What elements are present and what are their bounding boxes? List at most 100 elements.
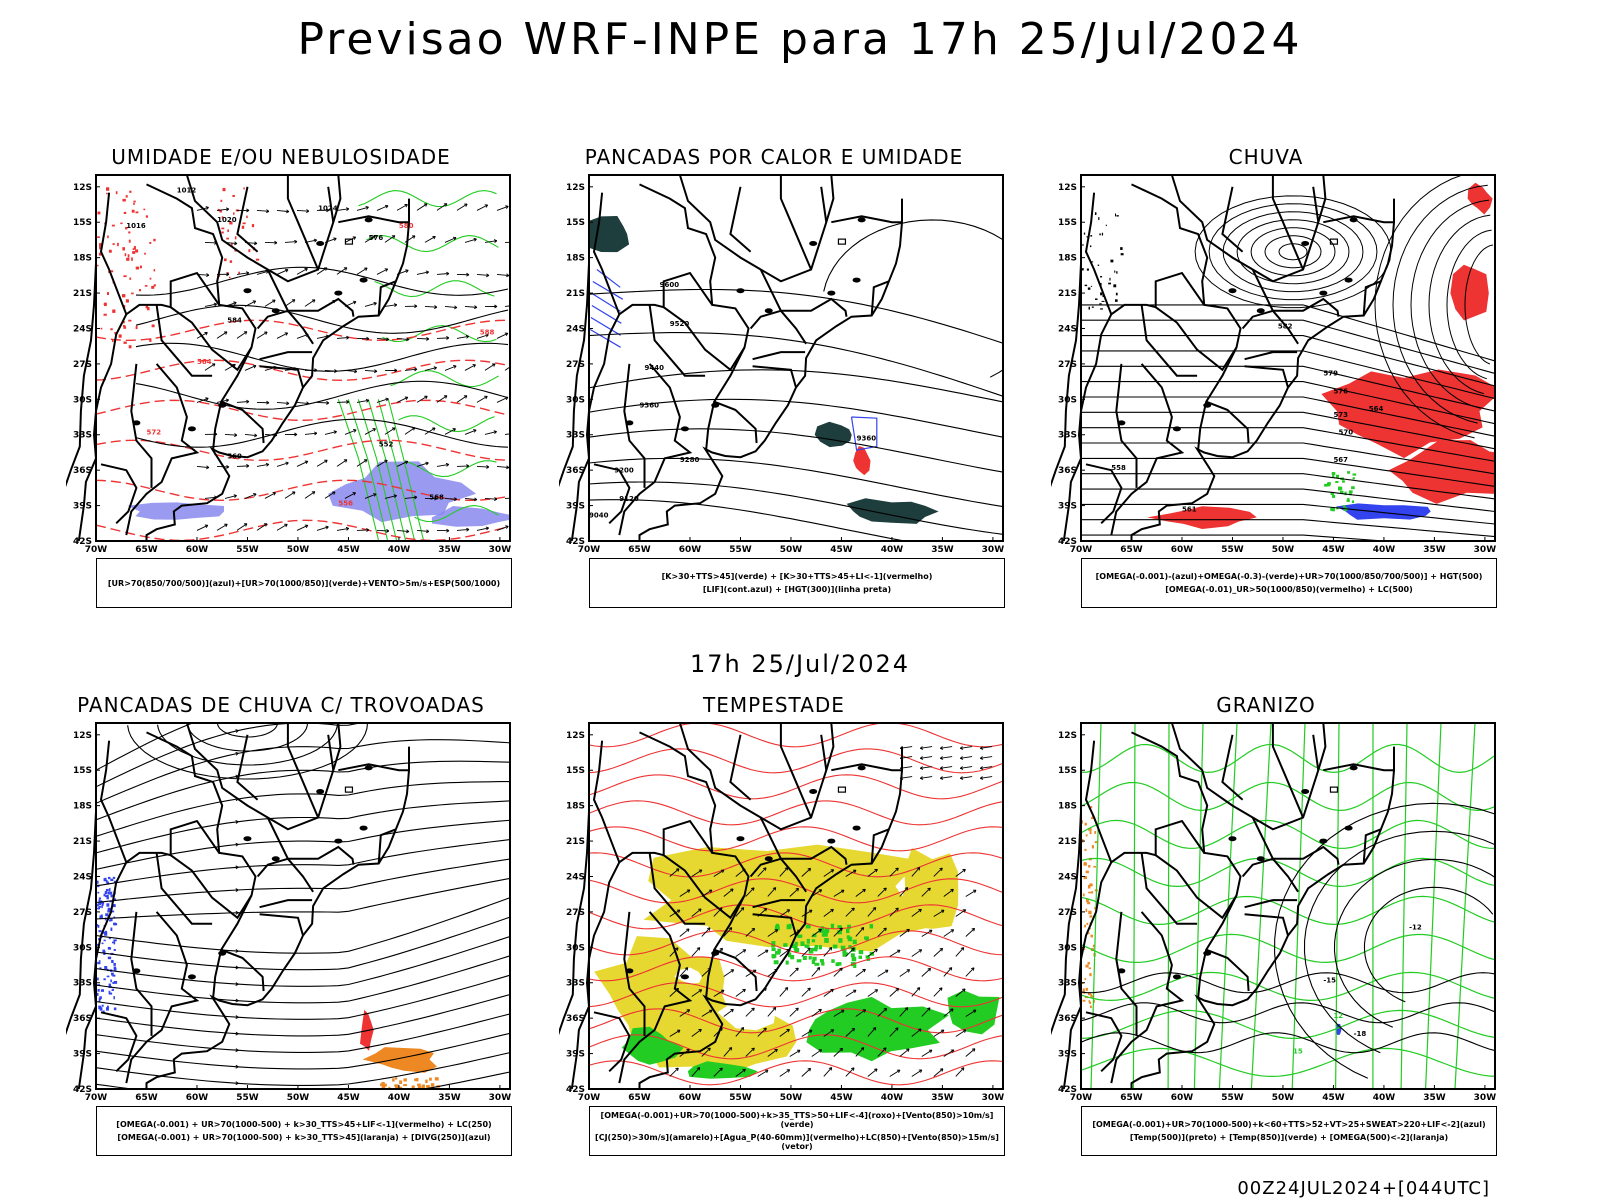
wind-vector xyxy=(436,463,449,467)
wind-vector xyxy=(476,204,488,211)
wind-vector-head xyxy=(386,337,390,342)
lake-marker xyxy=(711,950,720,956)
wind-vector xyxy=(476,334,489,339)
divergence-blue-speckle xyxy=(101,905,103,909)
wind-vector-head xyxy=(294,432,298,437)
lake-marker xyxy=(711,402,720,408)
convective-area-red xyxy=(853,446,871,476)
wind-vector-head xyxy=(852,989,857,994)
wind-vector-head xyxy=(686,1009,691,1013)
thunder-orange-speckle xyxy=(433,1092,435,1096)
wind-vector-head xyxy=(962,1029,967,1033)
wind850-green-speckle xyxy=(788,923,792,929)
lc-speckle xyxy=(1105,224,1107,227)
lc-speckle xyxy=(1095,298,1098,300)
thickness-speckle xyxy=(144,252,146,255)
thunder-orange-speckle xyxy=(403,1084,407,1087)
omega-orange-speckle xyxy=(1084,822,1087,826)
omega-orange-speckle xyxy=(1085,870,1089,874)
wind-vector xyxy=(745,928,755,937)
wind-vector xyxy=(745,887,755,897)
thickness-speckle xyxy=(251,224,255,228)
lake-marker xyxy=(809,240,818,246)
temp500-contour xyxy=(1081,1002,1495,1024)
wind-vector-head xyxy=(254,241,258,246)
wind-vector-head xyxy=(346,335,350,340)
wind-vector-head xyxy=(485,526,490,531)
wind-vector-head xyxy=(840,1009,845,1014)
contour-label: 573 xyxy=(1333,411,1348,419)
wind-vector-head xyxy=(786,909,791,913)
map-frame xyxy=(95,722,511,1090)
thickness-contour xyxy=(96,479,510,502)
wind-vector-head xyxy=(314,368,318,373)
lake-marker xyxy=(764,308,773,314)
lat-tick-label: 33S xyxy=(73,979,92,989)
rain-green-speckle xyxy=(1352,473,1357,476)
lat-tick-label: 12S xyxy=(1058,731,1077,741)
wind-vector xyxy=(779,987,789,997)
lon-tick-label: 35W xyxy=(931,1093,954,1103)
wind-vector xyxy=(823,908,834,917)
wind-vector-head xyxy=(763,1027,767,1032)
wind-vector xyxy=(376,529,389,532)
panel-title: GRANIZO xyxy=(1216,693,1316,717)
lake-marker xyxy=(1301,240,1310,246)
wind-vector xyxy=(701,1047,711,1057)
wind-vector xyxy=(276,523,288,531)
wind-vector xyxy=(396,337,409,341)
wind-vector xyxy=(735,1068,746,1077)
wind-vector-head xyxy=(333,430,337,434)
wind-vector xyxy=(284,241,297,243)
rain-green-speckle xyxy=(1352,477,1355,480)
wind-vector-head xyxy=(719,1067,723,1072)
wind-vector-head xyxy=(413,367,418,372)
wind-vector xyxy=(899,1007,909,1017)
thickness-speckle xyxy=(123,211,127,214)
wind-vector xyxy=(889,949,901,957)
wind-vector xyxy=(364,493,377,499)
convective-area-green xyxy=(846,498,939,524)
political-border xyxy=(779,723,813,818)
temp500-contour xyxy=(1081,1032,1495,1054)
divergence-blue-speckle xyxy=(108,937,111,940)
thickness-speckle xyxy=(234,249,238,252)
wind-vector xyxy=(933,909,945,917)
divergence-blue-speckle xyxy=(104,917,107,921)
wind-vector-head xyxy=(971,927,976,932)
wind-vector-head xyxy=(366,528,370,532)
thunder-orange-speckle xyxy=(424,1093,427,1097)
temp850-contour xyxy=(1425,723,1442,1089)
divergence-blue-speckle xyxy=(113,966,117,969)
wind-vector xyxy=(921,968,931,977)
omega-orange-speckle xyxy=(1089,1001,1092,1005)
hgt300-contour xyxy=(589,332,1003,397)
divergence-blue-speckle xyxy=(113,898,117,901)
political-border xyxy=(1244,351,1298,361)
wind-vector xyxy=(396,204,408,211)
wind-vector xyxy=(757,867,767,877)
wind-vector-head xyxy=(414,304,418,309)
wind-vector xyxy=(476,273,489,276)
lc-speckle xyxy=(1116,215,1119,217)
omega-orange-speckle xyxy=(1090,934,1093,938)
divergence-blue-speckle xyxy=(98,960,101,962)
wind-vector xyxy=(767,1007,777,1017)
wind-vector-head xyxy=(830,988,834,993)
thunder-orange-speckle xyxy=(411,1085,415,1089)
wind-vector-head xyxy=(286,209,290,214)
wind-vector xyxy=(811,1008,822,1017)
lon-tick-label: 35W xyxy=(1423,1093,1446,1103)
wind850-green-speckle xyxy=(812,956,817,961)
wind-vector xyxy=(735,988,746,997)
wind-vector-head xyxy=(394,368,398,373)
streamline-arrow-head xyxy=(235,842,239,847)
thickness-speckle xyxy=(223,258,227,262)
streamline-arrow-head xyxy=(235,1031,239,1036)
wind-vector-head xyxy=(474,305,478,310)
coastline-west xyxy=(559,263,590,488)
contour-label: -15 xyxy=(1323,977,1336,985)
wind850-green-speckle xyxy=(797,934,803,938)
wind-vector-head xyxy=(206,465,210,470)
wind-vector-head xyxy=(493,239,498,243)
